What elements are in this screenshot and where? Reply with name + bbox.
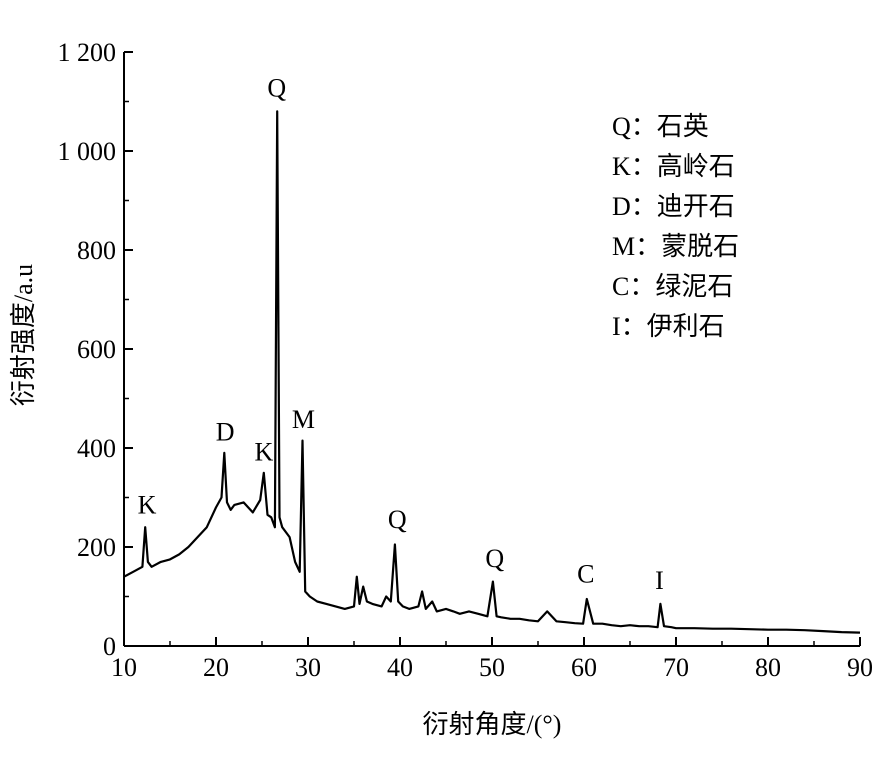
legend-item: D：迪开石 — [612, 192, 735, 221]
legend-item: I：伊利石 — [612, 312, 725, 341]
x-tick-label: 20 — [203, 653, 229, 682]
x-tick-label: 60 — [571, 653, 597, 682]
peak-label: Q — [485, 544, 504, 573]
peak-label: K — [254, 437, 273, 466]
x-tick-label: 50 — [479, 653, 505, 682]
x-tick-label: 80 — [755, 653, 781, 682]
y-tick-label: 1 000 — [58, 137, 117, 166]
x-tick-label: 90 — [847, 653, 873, 682]
peak-label: I — [655, 566, 664, 595]
x-tick-label: 40 — [387, 653, 413, 682]
peak-label: Q — [388, 505, 407, 534]
legend-item: M：蒙脱石 — [612, 232, 739, 261]
legend-item: Q：石英 — [612, 112, 709, 141]
y-tick-label: 400 — [77, 434, 116, 463]
x-tick-label: 10 — [111, 653, 137, 682]
y-tick-label: 0 — [103, 632, 116, 661]
legend: Q：石英 K：高岭石 D：迪开石 M：蒙脱石 C：绿泥石 I：伊利石 — [612, 112, 739, 341]
peak-label: K — [138, 490, 157, 519]
legend-item: K：高岭石 — [612, 152, 735, 181]
peak-label: M — [292, 405, 315, 434]
series-layer — [123, 110, 861, 634]
x-tick-label: 30 — [295, 653, 321, 682]
y-tick-label: 800 — [77, 236, 116, 265]
legend-item: C：绿泥石 — [612, 272, 733, 301]
peak-label: D — [216, 418, 235, 447]
x-tick-label: 70 — [663, 653, 689, 682]
series-line — [123, 110, 861, 634]
y-tick-label: 600 — [77, 335, 116, 364]
y-tick-label: 1 200 — [58, 38, 117, 67]
axes: 10 20 30 40 50 60 70 80 90 0 200 400 600 800 1 000 1 20… — [58, 38, 874, 682]
x-axis-title: 衍射角度/(°) — [423, 710, 562, 739]
y-axis-title: 衍射强度/a.u — [9, 264, 38, 406]
peak-label: Q — [267, 74, 286, 103]
y-tick-label: 200 — [77, 533, 116, 562]
peak-label: C — [577, 560, 594, 589]
